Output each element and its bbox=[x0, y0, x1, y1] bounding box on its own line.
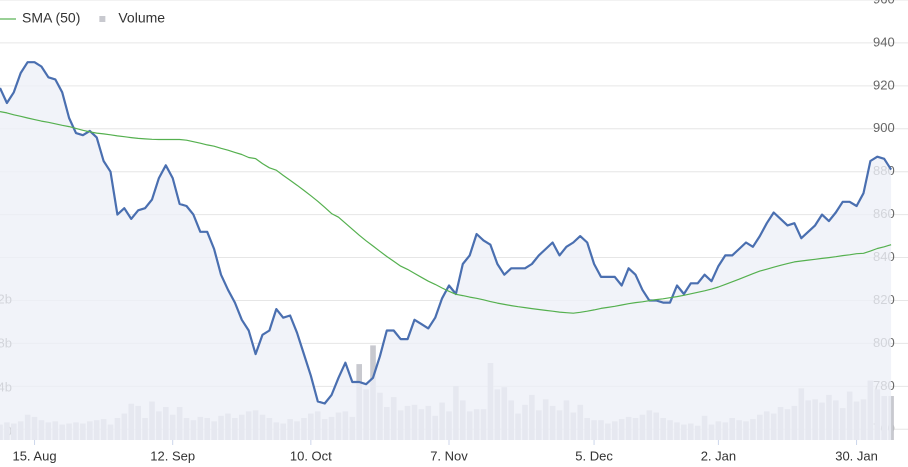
legend-label: SMA (50) bbox=[22, 10, 80, 26]
x-tick-label: 15. Aug bbox=[12, 448, 56, 463]
y2-tick-label: 900 bbox=[873, 120, 895, 135]
price-area bbox=[0, 62, 892, 440]
y2-tick-label: 920 bbox=[873, 77, 895, 92]
y2-tick-label: 960 bbox=[873, 0, 895, 6]
x-tick-label: 10. Oct bbox=[290, 448, 332, 463]
legend: SMA (50) Volume bbox=[0, 10, 165, 26]
legend-label: Volume bbox=[118, 10, 165, 26]
x-tick-label: 12. Sep bbox=[150, 448, 195, 463]
sma-line bbox=[0, 111, 892, 314]
y2-tick-label: 940 bbox=[873, 34, 895, 49]
legend-swatch bbox=[99, 16, 106, 22]
x-tick-label: 30. Jan bbox=[835, 448, 878, 463]
x-tick-label: 7. Nov bbox=[430, 448, 468, 463]
price-line bbox=[0, 61, 893, 405]
x-tick-label: 5. Dec bbox=[575, 448, 613, 463]
x-tick-label: 2. Jan bbox=[701, 448, 736, 463]
